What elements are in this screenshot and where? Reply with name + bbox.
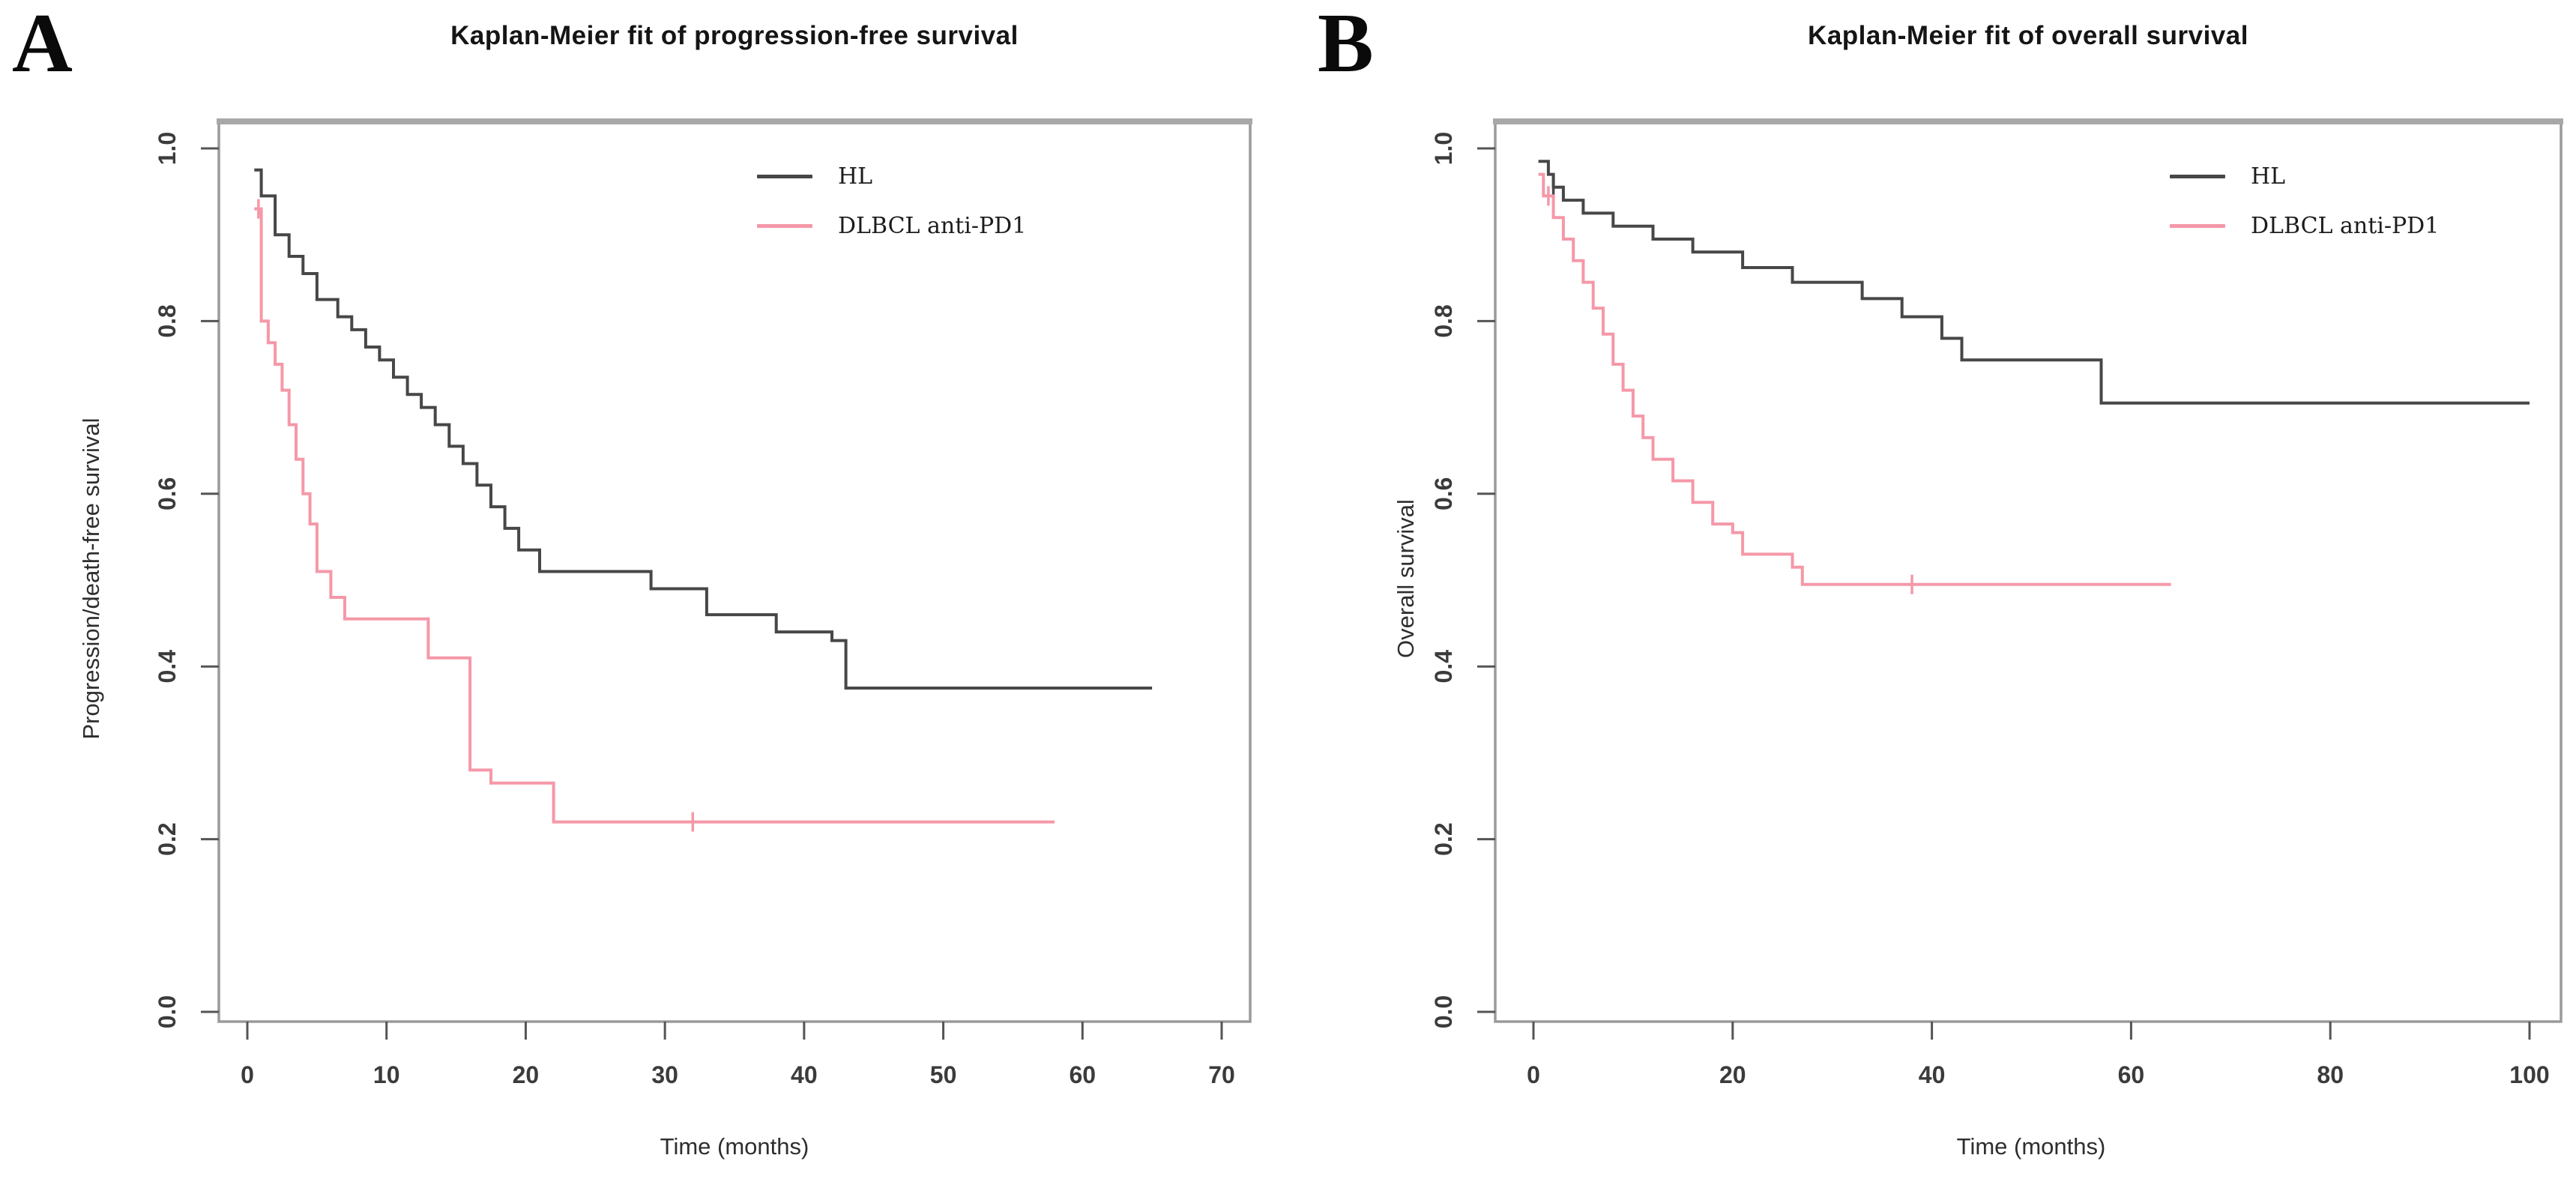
x-axis-title-os: Time (months) [1956,1133,2106,1160]
plot-box [1494,120,2563,1023]
panel-letter-b: B [1318,0,1374,90]
x-axis-title-pfs: Time (months) [660,1133,809,1160]
legend-label-dlbcl: DLBCL anti-PD1 [838,213,1027,239]
x-tick-label: 10 [373,1061,400,1088]
km-curve-dlbcl-anti-pd1 [1538,172,2171,586]
y-tick-label: 0.4 [1430,650,1457,684]
x-tick-label: 80 [2317,1061,2344,1088]
y-axis-title-pfs: Progression/death-free survival [78,417,104,740]
y-tick-label: 0.0 [154,995,181,1028]
x-tick-label: 50 [930,1061,957,1088]
chart-title-os: Kaplan-Meier fit of overall survival [1808,21,2248,50]
x-tick-label: 0 [241,1061,254,1088]
y-tick-label: 0.2 [1430,822,1457,855]
x-tick-label: 40 [1919,1061,1946,1088]
y-tick-label: 0.2 [154,822,181,855]
x-tick-label: 100 [2509,1061,2549,1088]
y-tick-label: 0.8 [154,304,181,337]
legend-row-hl-pfs: HL [757,163,872,190]
x-tick-label: 30 [651,1061,678,1088]
y-tick-label: 0.0 [1430,995,1457,1028]
legend-line-hl-icon [757,175,812,178]
legend-row-hl-os: HL [2170,163,2285,190]
y-tick-label: 1.0 [1430,132,1457,165]
y-tick-label: 0.6 [154,477,181,510]
legend-row-dlbcl-os: DLBCL anti-PD1 [2170,213,2439,239]
y-tick-label: 0.4 [154,650,181,684]
x-tick-label: 60 [2118,1061,2145,1088]
x-tick-label: 20 [513,1061,540,1088]
km-curve-hl [254,168,1153,690]
y-tick-label: 0.8 [1430,304,1457,337]
y-tick-label: 0.6 [1430,477,1457,510]
y-tick-label: 1.0 [154,132,181,165]
legend-line-hl-icon [2170,175,2225,178]
legend-line-dlbcl-icon [757,224,812,228]
legend-row-dlbcl-pfs: DLBCL anti-PD1 [757,213,1026,239]
km-curve-dlbcl-anti-pd1 [254,207,1055,824]
x-tick-label: 0 [1527,1061,1540,1088]
panel-letter-a: A [12,0,73,90]
km-curve-hl [1538,160,2530,405]
plot-box [217,120,1252,1023]
y-axis-title-os: Overall survival [1393,499,1419,658]
legend-line-dlbcl-icon [2170,224,2225,228]
legend-label-dlbcl: DLBCL anti-PD1 [2251,213,2440,239]
x-tick-label: 40 [791,1061,818,1088]
legend-label-hl: HL [2251,163,2286,190]
x-tick-label: 70 [1208,1061,1235,1088]
legend-label-hl: HL [838,163,873,190]
x-tick-label: 20 [1719,1061,1746,1088]
chart-title-pfs: Kaplan-Meier fit of progression-free sur… [450,21,1019,50]
x-tick-label: 60 [1069,1061,1096,1088]
